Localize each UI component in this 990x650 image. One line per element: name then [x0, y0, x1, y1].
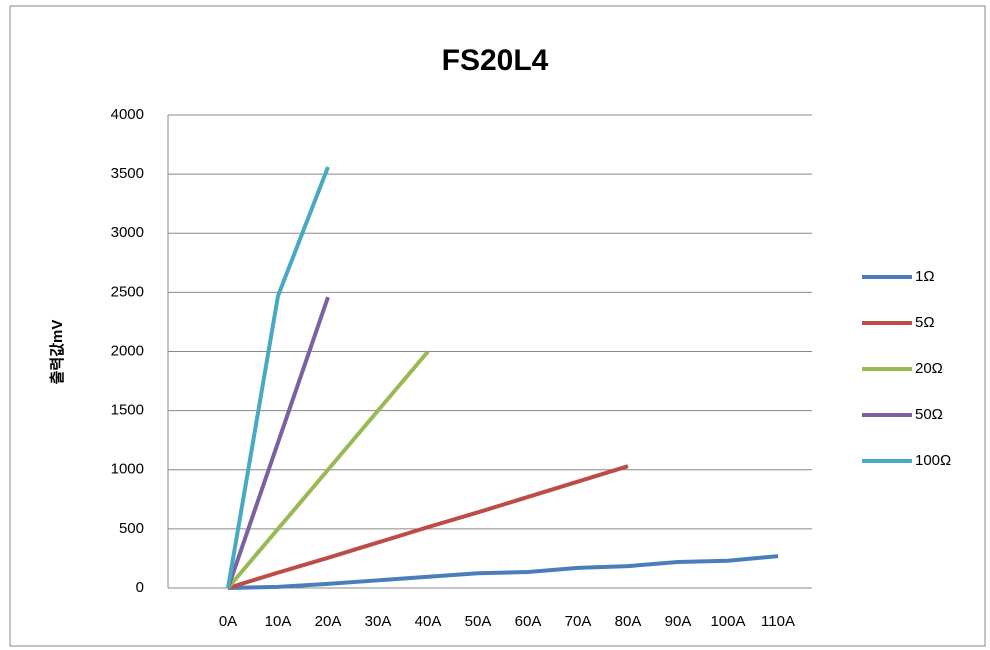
- x-tick-label: 110A: [761, 613, 795, 630]
- x-tick-label: 10A: [265, 613, 292, 630]
- y-axis-label: 출력값mV: [48, 320, 66, 385]
- legend-label: 1Ω: [915, 268, 935, 285]
- x-tick-label: 40A: [415, 613, 442, 630]
- series-line: [227, 464, 629, 590]
- x-tick-label: 0A: [219, 613, 237, 630]
- y-tick-label: 1500: [111, 402, 144, 419]
- y-tick-label: 500: [119, 520, 144, 537]
- x-tick-label: 100A: [710, 613, 745, 630]
- series-line: [226, 296, 330, 589]
- y-tick-label: 3500: [111, 165, 144, 182]
- legend-label: 20Ω: [915, 360, 943, 377]
- legend-label: 100Ω: [915, 452, 951, 469]
- x-tick-label: 70A: [565, 613, 592, 630]
- y-tick-label: 1000: [111, 461, 144, 478]
- series-line: [226, 166, 330, 589]
- legend-label: 5Ω: [915, 314, 935, 331]
- x-tick-label: 20A: [315, 613, 342, 630]
- series-line: [227, 554, 779, 590]
- x-tick-label: 80A: [615, 613, 642, 630]
- x-tick-label: 50A: [465, 613, 492, 630]
- y-tick-label: 2000: [111, 342, 144, 359]
- chart-frame: [9, 5, 986, 647]
- y-tick-label: 2500: [111, 283, 144, 300]
- x-tick-label: 60A: [515, 613, 542, 630]
- y-tick-label: 0: [136, 579, 144, 596]
- x-tick-label: 90A: [665, 613, 692, 630]
- chart-title: FS20L4: [442, 44, 549, 77]
- x-tick-label: 30A: [365, 613, 392, 630]
- series-line: [226, 350, 430, 590]
- y-tick-label: 3000: [111, 224, 144, 241]
- legend-label: 50Ω: [915, 406, 943, 423]
- y-tick-label: 4000: [111, 106, 144, 123]
